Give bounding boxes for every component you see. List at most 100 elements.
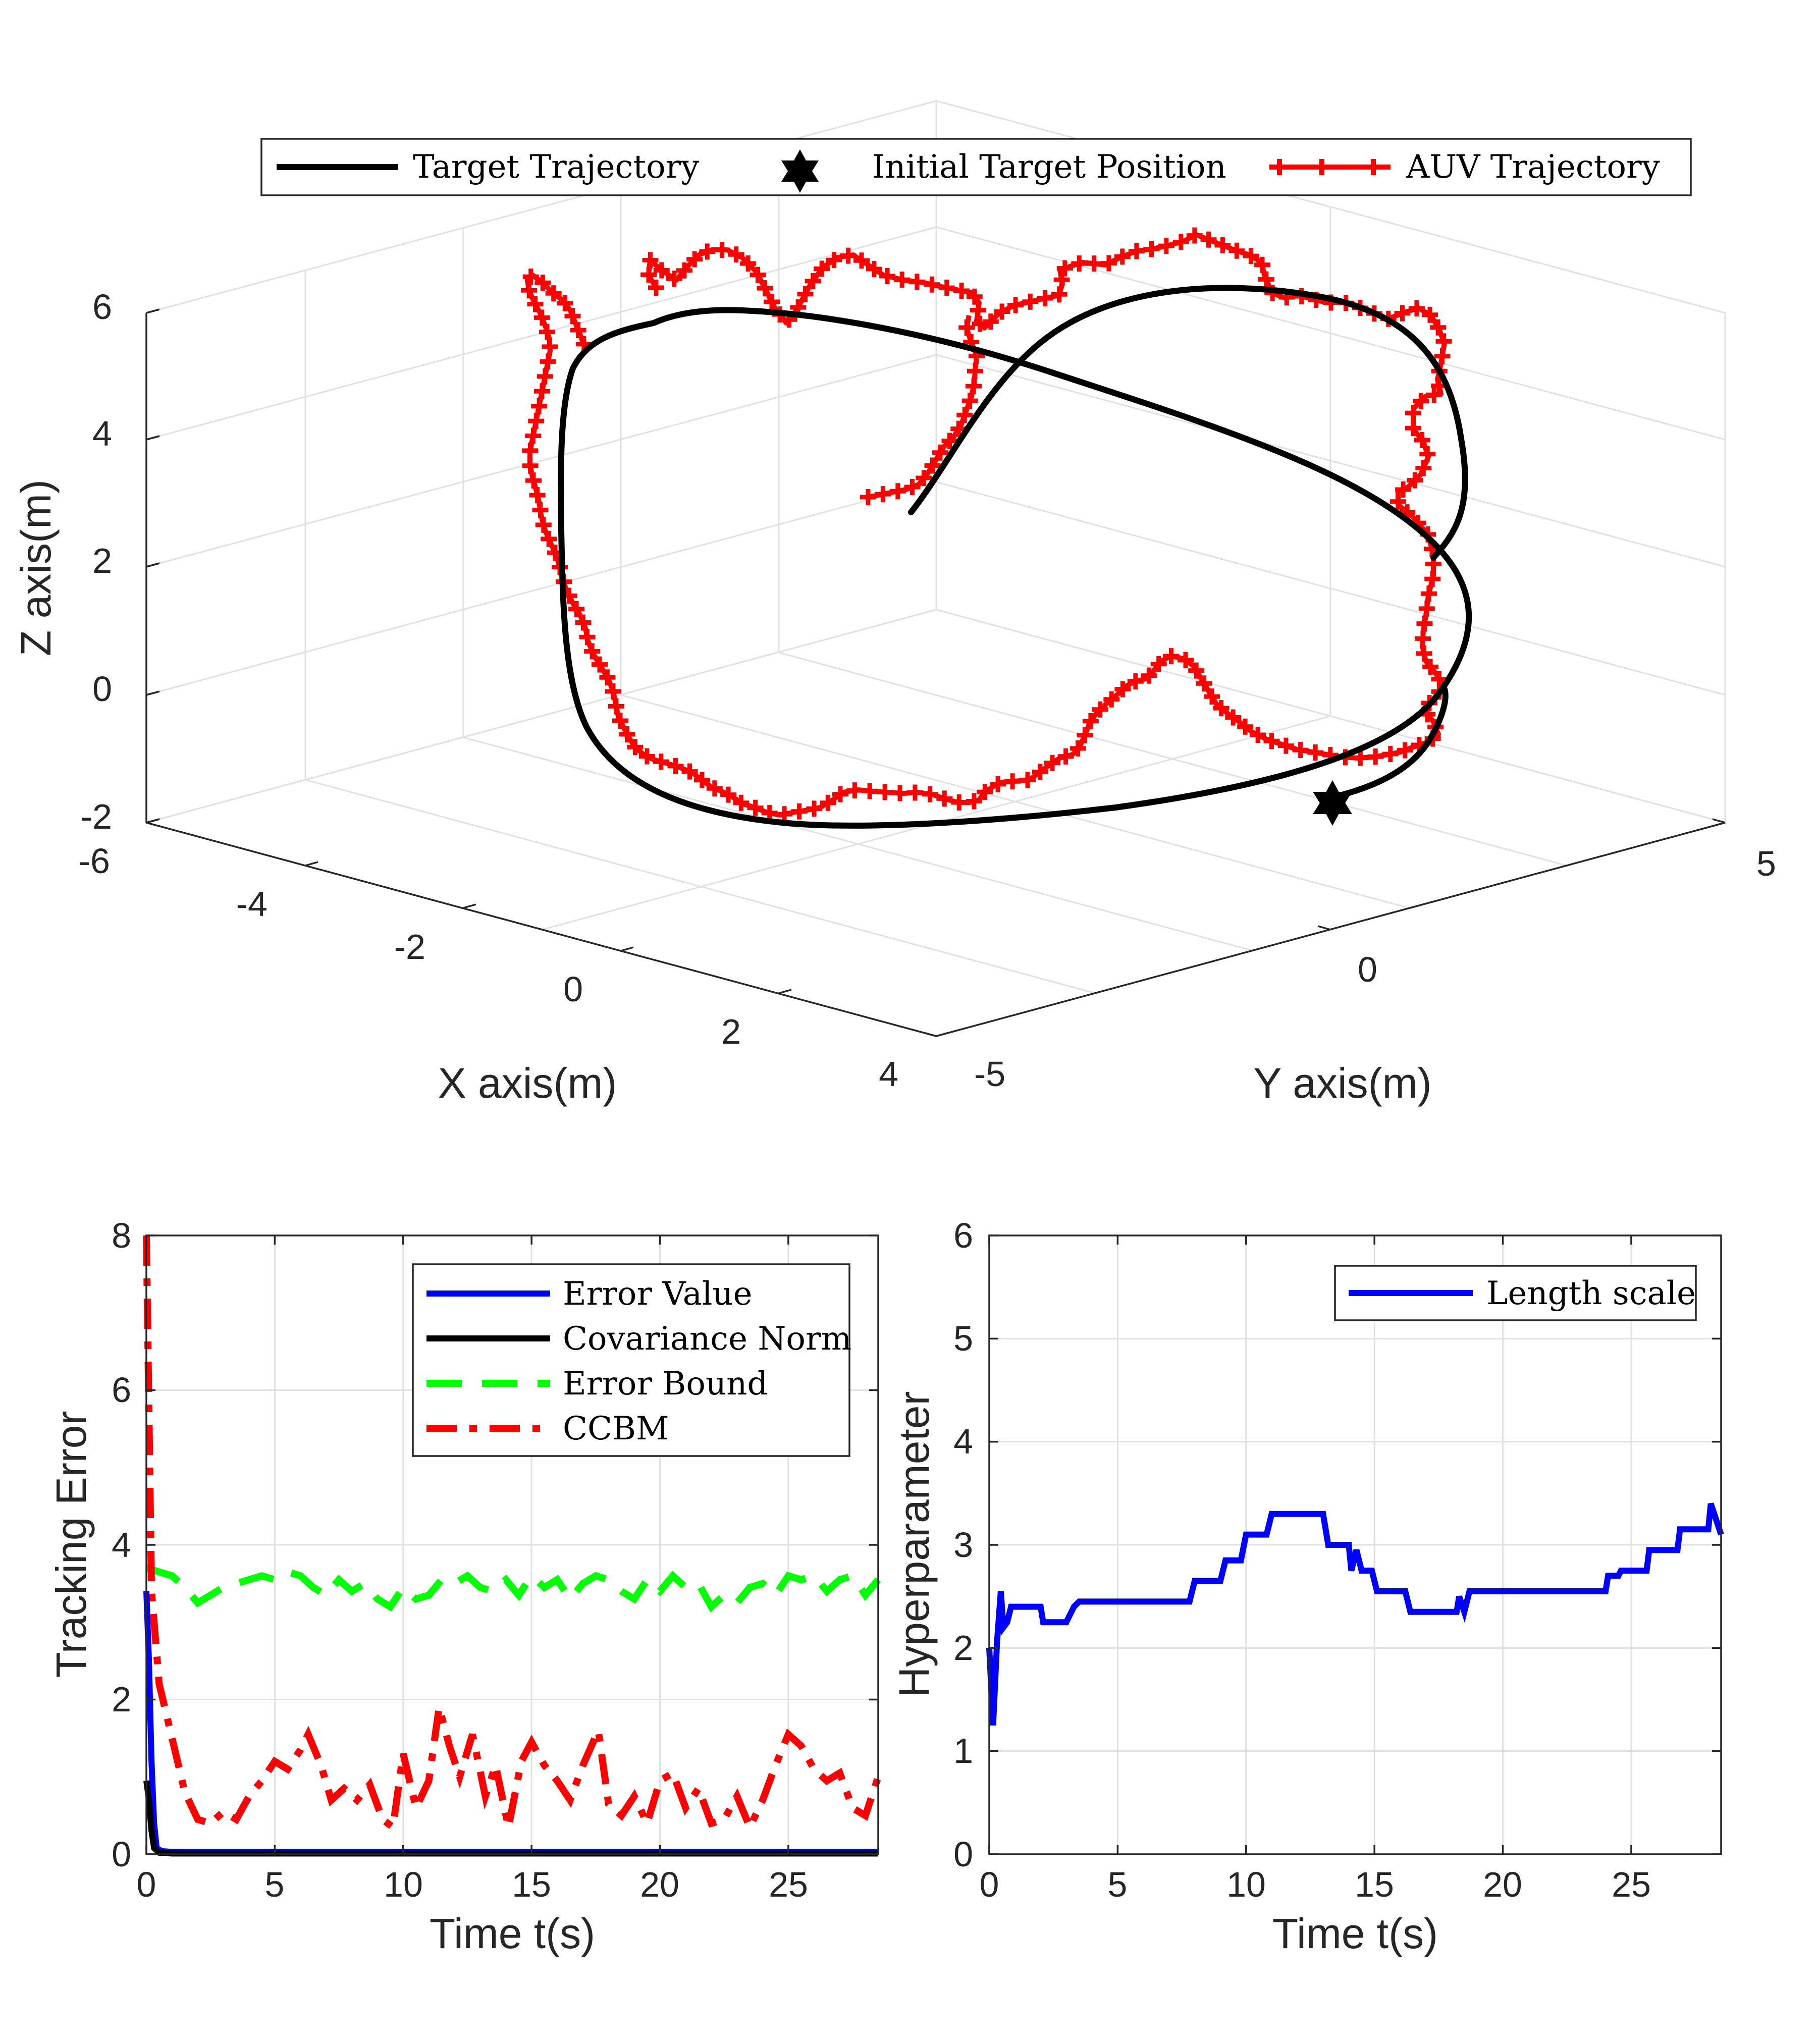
auv-marker <box>1414 432 1430 448</box>
auv-marker <box>542 338 558 355</box>
auv-marker <box>525 472 542 489</box>
x-tick-label: 2 <box>721 1012 741 1051</box>
auv-marker <box>599 669 616 686</box>
auv-marker <box>557 295 573 311</box>
auv-marker <box>531 398 548 414</box>
y-ticks <box>923 818 1726 1037</box>
auv-marker <box>1186 227 1203 244</box>
y-tick-label: 2 <box>953 1628 973 1668</box>
y-tick-label: 5 <box>953 1319 973 1358</box>
auv-marker <box>1150 656 1167 672</box>
y-tick-label: -5 <box>974 1054 1005 1094</box>
auv-marker <box>1422 306 1438 323</box>
auv-marker <box>961 393 978 409</box>
legend-label-error-bound: Error Bound <box>563 1365 768 1403</box>
auv-marker <box>1422 659 1439 675</box>
auv-marker <box>667 758 684 774</box>
x-tick-label: 20 <box>1483 1865 1522 1904</box>
auv-marker <box>966 793 982 810</box>
x-tick-label: 5 <box>1108 1865 1128 1904</box>
grid-3d <box>145 100 1726 1037</box>
z-tick-label: 6 <box>92 287 112 327</box>
auv-marker <box>1418 600 1435 617</box>
auv-marker <box>977 784 993 800</box>
z-tick-label: -2 <box>81 797 112 836</box>
legend-label-initial-target-position: Initial Target Position <box>872 148 1226 186</box>
y-tick-label: 6 <box>112 1370 131 1410</box>
auv-marker <box>846 782 863 799</box>
auv-marker <box>1163 648 1180 665</box>
auv-marker <box>840 247 857 264</box>
x-tick-label: 15 <box>512 1865 551 1904</box>
plot-tracking-error: 8 6 4 2 0 0 5 10 15 20 25 Time t(s) Trac… <box>47 1216 882 1957</box>
auv-marker <box>521 282 538 299</box>
auv-marker <box>608 698 624 715</box>
auv-marker <box>1395 481 1412 498</box>
auv-marker <box>1143 241 1160 257</box>
x-tick-label: 0 <box>980 1865 999 1904</box>
x-tick-label: 10 <box>1226 1865 1266 1904</box>
auv-marker <box>791 803 808 820</box>
y-tick-label: 4 <box>112 1525 131 1565</box>
auv-marker <box>1434 348 1451 364</box>
auv-marker <box>967 363 983 380</box>
auv-marker <box>1057 748 1074 765</box>
auv-marker <box>866 261 882 277</box>
auv-marker <box>1426 387 1442 403</box>
auv-marker <box>1051 286 1067 303</box>
x-ticks <box>146 818 949 1037</box>
ticks-hyperparameter <box>988 1234 1721 1855</box>
auv-marker <box>540 353 556 370</box>
series-target-trajectory-end <box>1329 683 1449 800</box>
auv-marker <box>619 726 635 742</box>
y-tick-label: 0 <box>1358 950 1377 989</box>
auv-marker <box>1077 727 1093 743</box>
auv-marker <box>642 252 659 268</box>
series-error-bound <box>145 1565 881 1612</box>
auv-marker <box>1408 300 1425 316</box>
auv-marker <box>528 413 545 429</box>
auv-marker <box>537 368 553 385</box>
initial-target-position-marker <box>1313 780 1352 826</box>
auv-marker <box>747 799 764 816</box>
auv-marker <box>862 783 878 799</box>
auv-markers <box>521 227 1452 823</box>
auv-marker <box>1086 255 1102 272</box>
auv-marker <box>994 303 1010 320</box>
y-tick-label: 3 <box>953 1525 973 1565</box>
auv-marker <box>1250 727 1266 743</box>
legend-label-target-trajectory: Target Trajectory <box>413 148 699 186</box>
auv-marker <box>982 313 999 330</box>
auv-marker <box>1037 290 1053 306</box>
auv-marker <box>527 296 544 312</box>
auv-marker <box>908 274 925 290</box>
auv-marker <box>936 790 953 807</box>
auv-marker <box>1430 319 1447 336</box>
auv-marker <box>832 786 848 802</box>
auv-marker <box>1214 237 1231 253</box>
auv-marker <box>1196 675 1212 692</box>
series-length-scale <box>986 1502 1724 1726</box>
auv-marker <box>776 806 793 823</box>
auv-marker <box>640 266 657 283</box>
auv-marker <box>681 763 698 780</box>
auv-marker <box>1407 472 1423 489</box>
auv-marker <box>1413 393 1429 409</box>
y-tick-label: 0 <box>953 1835 973 1874</box>
z-axis-title: Z axis(m) <box>12 479 60 656</box>
y-tick-label: 5 <box>1756 844 1776 883</box>
auv-marker <box>728 246 744 263</box>
legend-label-auv-trajectory: AUV Trajectory <box>1406 148 1660 186</box>
auv-marker <box>1390 493 1406 510</box>
auv-marker <box>1254 256 1270 273</box>
auv-marker <box>1044 755 1060 771</box>
auv-marker <box>592 656 608 673</box>
auv-marker <box>879 268 896 284</box>
auv-marker <box>1141 667 1157 684</box>
auv-marker <box>966 288 983 305</box>
auv-marker <box>653 754 669 770</box>
auv-marker <box>916 470 932 486</box>
x-tick-label: -6 <box>79 841 110 881</box>
auv-marker <box>958 319 975 336</box>
auv-marker <box>638 748 655 765</box>
